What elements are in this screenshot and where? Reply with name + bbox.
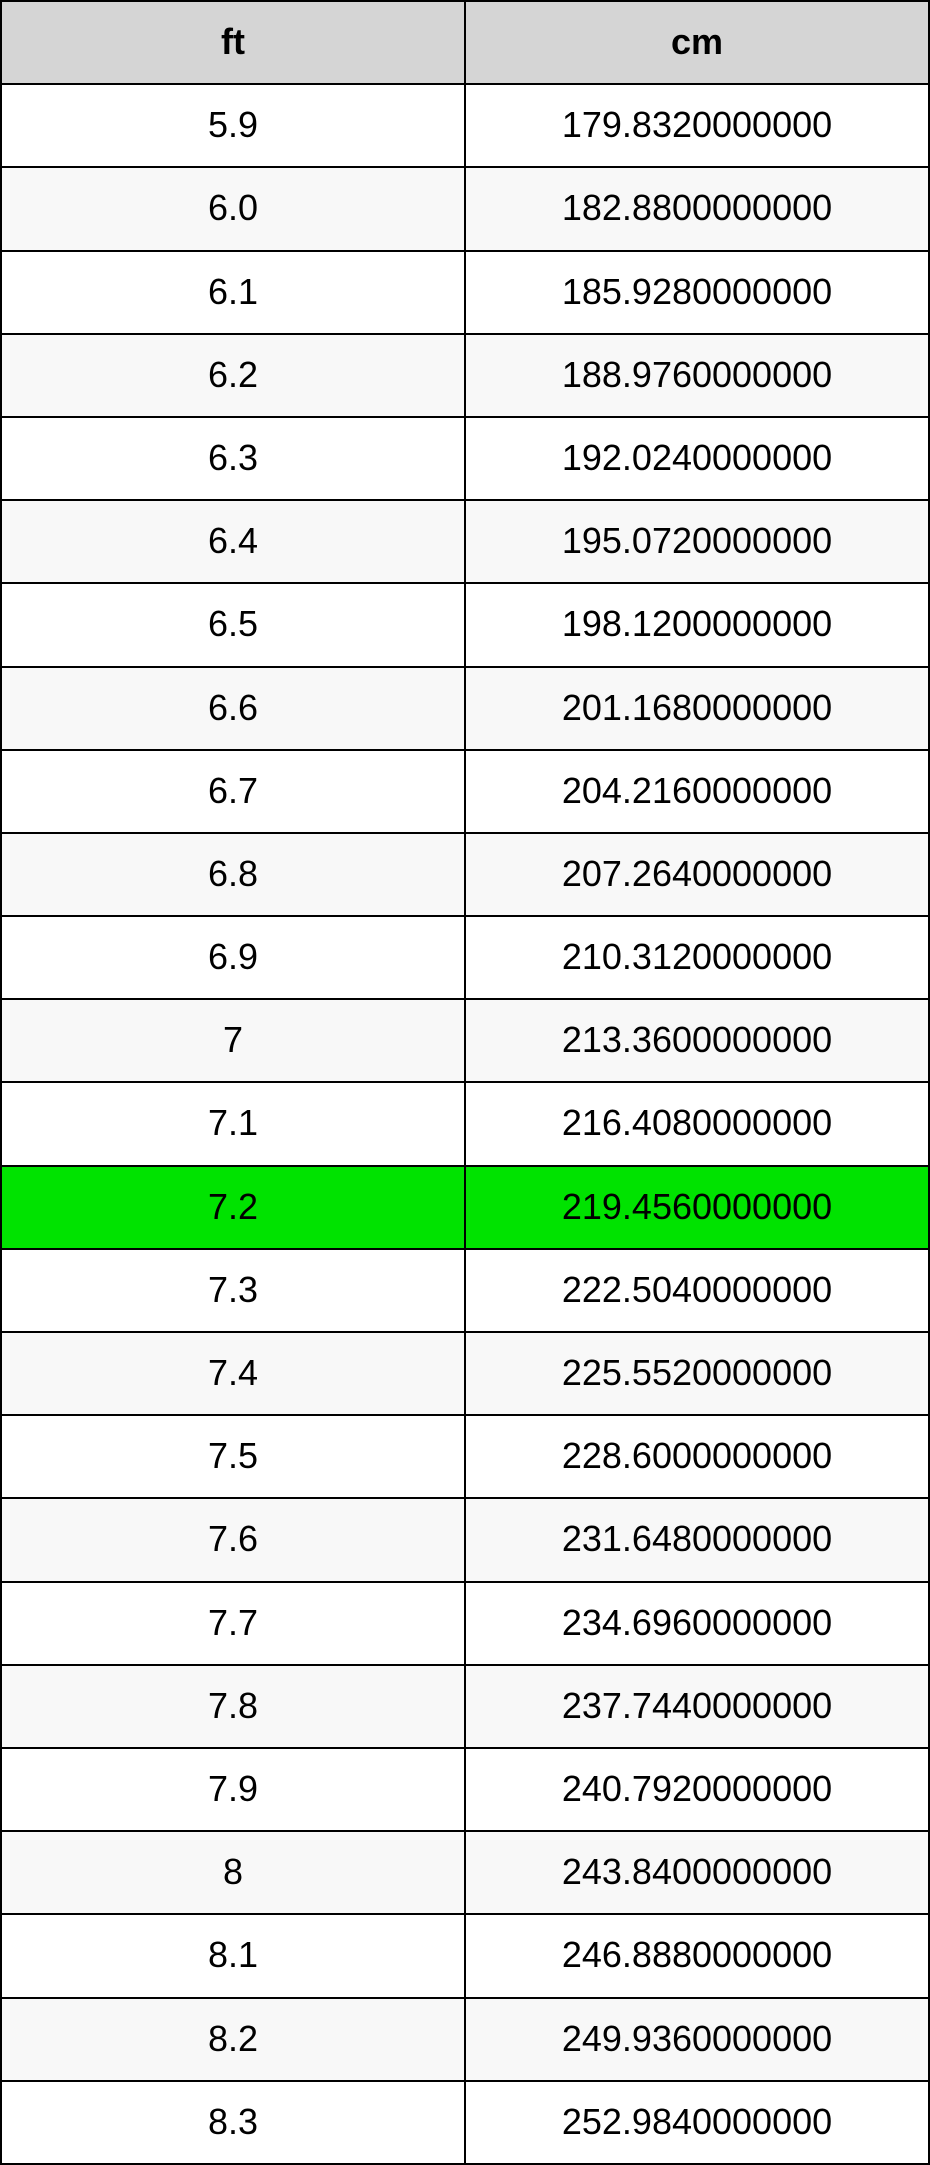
- cell-cm: 179.8320000000: [465, 84, 929, 167]
- cell-cm: 240.7920000000: [465, 1748, 929, 1831]
- table-row: 7.9240.7920000000: [1, 1748, 929, 1831]
- cell-cm: 243.8400000000: [465, 1831, 929, 1914]
- cell-ft: 6.1: [1, 251, 465, 334]
- cell-ft: 7.6: [1, 1498, 465, 1581]
- column-header-cm: cm: [465, 1, 929, 84]
- cell-cm: 231.6480000000: [465, 1498, 929, 1581]
- table-row: 6.7204.2160000000: [1, 750, 929, 833]
- table-header-row: ft cm: [1, 1, 929, 84]
- cell-ft: 7.4: [1, 1332, 465, 1415]
- cell-cm: 204.2160000000: [465, 750, 929, 833]
- cell-cm: 252.9840000000: [465, 2081, 929, 2164]
- table-row: 6.6201.1680000000: [1, 667, 929, 750]
- table-row: 6.4195.0720000000: [1, 500, 929, 583]
- cell-ft: 7.7: [1, 1582, 465, 1665]
- cell-cm: 195.0720000000: [465, 500, 929, 583]
- column-header-ft: ft: [1, 1, 465, 84]
- cell-cm: 237.7440000000: [465, 1665, 929, 1748]
- table-row: 8243.8400000000: [1, 1831, 929, 1914]
- table-row: 6.1185.9280000000: [1, 251, 929, 334]
- table-row: 6.2188.9760000000: [1, 334, 929, 417]
- cell-cm: 210.3120000000: [465, 916, 929, 999]
- cell-cm: 198.1200000000: [465, 583, 929, 666]
- cell-ft: 6.9: [1, 916, 465, 999]
- cell-ft: 6.8: [1, 833, 465, 916]
- cell-ft: 7.3: [1, 1249, 465, 1332]
- cell-ft: 5.9: [1, 84, 465, 167]
- table-row: 7213.3600000000: [1, 999, 929, 1082]
- table-row: 6.9210.3120000000: [1, 916, 929, 999]
- table-row: 8.1246.8880000000: [1, 1914, 929, 1997]
- table-row: 7.1216.4080000000: [1, 1082, 929, 1165]
- cell-cm: 234.6960000000: [465, 1582, 929, 1665]
- cell-cm: 228.6000000000: [465, 1415, 929, 1498]
- cell-ft: 6.6: [1, 667, 465, 750]
- cell-cm: 207.2640000000: [465, 833, 929, 916]
- cell-ft: 7.9: [1, 1748, 465, 1831]
- table-row: 8.3252.9840000000: [1, 2081, 929, 2164]
- table-row: 8.2249.9360000000: [1, 1998, 929, 2081]
- table-row: 7.4225.5520000000: [1, 1332, 929, 1415]
- cell-ft: 6.2: [1, 334, 465, 417]
- table-row: 7.6231.6480000000: [1, 1498, 929, 1581]
- table-row: 5.9179.8320000000: [1, 84, 929, 167]
- cell-cm: 219.4560000000: [465, 1166, 929, 1249]
- cell-ft: 7: [1, 999, 465, 1082]
- cell-ft: 7.1: [1, 1082, 465, 1165]
- table-row: 7.3222.5040000000: [1, 1249, 929, 1332]
- table-row: 6.5198.1200000000: [1, 583, 929, 666]
- table-row: 6.8207.2640000000: [1, 833, 929, 916]
- cell-cm: 225.5520000000: [465, 1332, 929, 1415]
- cell-cm: 201.1680000000: [465, 667, 929, 750]
- table-body: 5.9179.83200000006.0182.88000000006.1185…: [1, 84, 929, 2164]
- cell-cm: 246.8880000000: [465, 1914, 929, 1997]
- cell-cm: 192.0240000000: [465, 417, 929, 500]
- table-header: ft cm: [1, 1, 929, 84]
- table-row: 7.2219.4560000000: [1, 1166, 929, 1249]
- table-row: 7.5228.6000000000: [1, 1415, 929, 1498]
- cell-ft: 7.8: [1, 1665, 465, 1748]
- cell-ft: 8.2: [1, 1998, 465, 2081]
- cell-ft: 7.5: [1, 1415, 465, 1498]
- cell-cm: 188.9760000000: [465, 334, 929, 417]
- cell-cm: 182.8800000000: [465, 167, 929, 250]
- cell-ft: 8.1: [1, 1914, 465, 1997]
- table-row: 7.7234.6960000000: [1, 1582, 929, 1665]
- table-row: 7.8237.7440000000: [1, 1665, 929, 1748]
- cell-ft: 8.3: [1, 2081, 465, 2164]
- cell-ft: 8: [1, 1831, 465, 1914]
- cell-ft: 6.5: [1, 583, 465, 666]
- conversion-table: ft cm 5.9179.83200000006.0182.8800000000…: [0, 0, 930, 2165]
- cell-cm: 222.5040000000: [465, 1249, 929, 1332]
- table-row: 6.3192.0240000000: [1, 417, 929, 500]
- cell-ft: 6.0: [1, 167, 465, 250]
- cell-ft: 6.3: [1, 417, 465, 500]
- cell-cm: 249.9360000000: [465, 1998, 929, 2081]
- cell-cm: 216.4080000000: [465, 1082, 929, 1165]
- cell-cm: 213.3600000000: [465, 999, 929, 1082]
- cell-ft: 7.2: [1, 1166, 465, 1249]
- cell-ft: 6.7: [1, 750, 465, 833]
- cell-cm: 185.9280000000: [465, 251, 929, 334]
- table-row: 6.0182.8800000000: [1, 167, 929, 250]
- cell-ft: 6.4: [1, 500, 465, 583]
